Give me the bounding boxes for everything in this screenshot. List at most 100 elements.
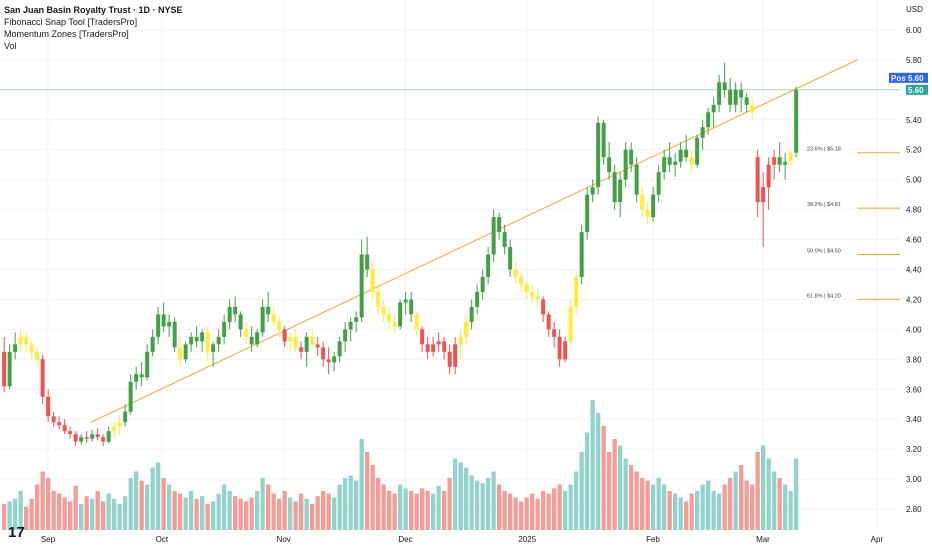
volume-bar xyxy=(101,501,106,530)
volume-bar xyxy=(238,498,243,530)
candle-body xyxy=(249,336,254,345)
candle-body xyxy=(442,341,447,352)
candle-body xyxy=(95,434,100,438)
volume-bar xyxy=(128,478,133,530)
candle-body xyxy=(376,291,381,307)
post-tag-bg xyxy=(906,72,928,83)
volume-bar xyxy=(651,484,656,530)
volume-bar xyxy=(282,491,287,530)
candle-body xyxy=(640,194,645,210)
indicator-fibonacci[interactable]: Fibonacci Snap Tool [TradersPro] xyxy=(4,17,138,27)
volume-bar xyxy=(13,498,18,530)
volume-bar xyxy=(552,488,557,530)
volume-bar xyxy=(524,497,529,530)
volume-bar xyxy=(662,484,667,530)
volume-bar xyxy=(189,491,194,530)
candle-body xyxy=(266,306,271,315)
candle-body xyxy=(398,302,403,327)
post-tag-label-bg xyxy=(889,72,906,83)
candle-body xyxy=(348,321,353,330)
volume-bar xyxy=(233,496,238,530)
chart-title: San Juan Basin Royalty Trust · 1D · NYSE xyxy=(4,5,183,15)
candle-body xyxy=(590,187,595,195)
volume-bar xyxy=(700,484,705,530)
candle-body xyxy=(233,306,238,315)
indicator-momentum[interactable]: Momentum Zones [TradersPro] xyxy=(4,29,129,39)
candle-body xyxy=(541,299,546,315)
volume-bar xyxy=(728,478,733,530)
volume-bar xyxy=(381,484,386,530)
volume-bar xyxy=(343,478,348,530)
volume-bar xyxy=(183,497,188,530)
volume-bar xyxy=(711,491,716,530)
price-tick: 3.80 xyxy=(906,355,922,364)
fib-level-label: 61.8% | $4.20 xyxy=(807,293,841,299)
candle-body xyxy=(57,422,62,426)
candle-body xyxy=(365,254,370,270)
volume-bar xyxy=(541,491,546,530)
volume-bar xyxy=(24,506,29,530)
volume-bar xyxy=(519,501,524,530)
candle-body xyxy=(211,344,216,352)
candle-body xyxy=(453,344,458,367)
tradingview-logo[interactable]: 17 xyxy=(8,524,25,541)
candle-body xyxy=(271,314,276,322)
candle-body xyxy=(403,299,408,303)
candle-body xyxy=(563,341,568,360)
volume-bar xyxy=(634,471,639,530)
volume-bar xyxy=(596,413,601,530)
candle-body xyxy=(299,347,304,352)
candle-body xyxy=(568,306,573,342)
volume-bar xyxy=(794,458,799,530)
candle-body xyxy=(783,161,788,165)
candle-body xyxy=(183,344,188,360)
volume-bar xyxy=(678,497,683,530)
price-tick: 3.00 xyxy=(906,475,922,484)
fib-level-label: 38.2% | $4.81 xyxy=(807,202,841,208)
volume-bar xyxy=(167,484,172,530)
volume-bar xyxy=(568,484,573,530)
candle-body xyxy=(673,161,678,165)
volume-bar xyxy=(733,471,738,530)
volume-bar xyxy=(392,493,397,530)
time-tick: Nov xyxy=(277,535,291,544)
candle-body xyxy=(733,89,738,105)
volume-bar xyxy=(359,439,364,530)
volume-bar xyxy=(546,493,551,530)
price-tick: 5.20 xyxy=(906,146,922,155)
candle-body xyxy=(689,157,694,165)
volume-bar xyxy=(673,493,678,530)
candle-body xyxy=(29,344,34,352)
candle-body xyxy=(216,336,221,345)
candle-body xyxy=(491,217,496,255)
volume-bar xyxy=(563,491,568,530)
candle-body xyxy=(607,157,612,173)
candle-body xyxy=(717,82,722,105)
volume-bar xyxy=(354,480,359,530)
volume-bar xyxy=(68,501,73,530)
volume-bar xyxy=(706,480,711,530)
candle-body xyxy=(112,426,117,432)
volume-bar xyxy=(475,480,480,530)
volume-bar xyxy=(590,400,595,530)
time-tick: Feb xyxy=(646,535,660,544)
volume-bar xyxy=(502,491,507,530)
candle-body xyxy=(161,314,166,327)
volume-bar xyxy=(431,493,436,530)
candle-body xyxy=(2,351,7,387)
candle-body xyxy=(145,351,150,378)
volume-bar xyxy=(414,493,419,530)
volume-bar xyxy=(618,445,623,530)
candle-body xyxy=(502,232,507,248)
candle-body xyxy=(656,172,661,195)
candle-body xyxy=(277,321,282,330)
candle-body xyxy=(475,291,480,307)
volume-bar xyxy=(178,493,183,530)
candle-body xyxy=(332,356,337,363)
indicator-volume[interactable]: Vol xyxy=(4,41,17,51)
candle-body xyxy=(788,152,793,162)
fib-level-label: 23.6% | $5.18 xyxy=(807,147,841,153)
volume-bar xyxy=(585,432,590,530)
time-tick: Dec xyxy=(398,535,412,544)
